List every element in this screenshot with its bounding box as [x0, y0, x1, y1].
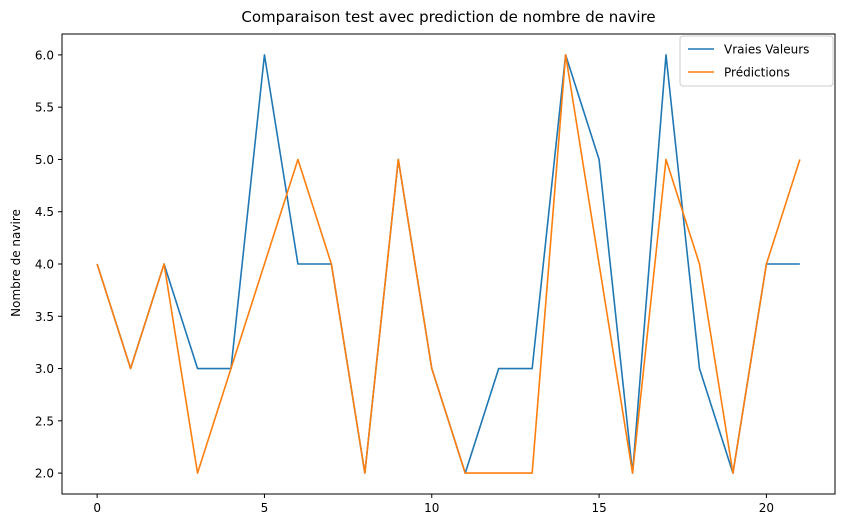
x-tick-label: 15	[591, 501, 606, 515]
y-tick-label: 4.5	[35, 205, 54, 219]
x-tick-label: 0	[93, 501, 101, 515]
y-tick-label: 3.5	[35, 310, 54, 324]
y-tick-label: 6.0	[35, 48, 54, 62]
y-tick-label: 4.0	[35, 258, 54, 272]
y-tick-label: 2.0	[35, 467, 54, 481]
chart-title: Comparaison test avec prediction de nomb…	[241, 8, 655, 26]
series-layer	[96, 54, 801, 474]
x-tick-label: 10	[424, 501, 439, 515]
y-axis-label: Nombre de navire	[9, 209, 23, 317]
y-tick-label: 5.5	[35, 101, 54, 115]
legend: Vraies Valeurs Prédictions	[679, 35, 834, 87]
legend-label-predictions: Prédictions	[724, 66, 790, 80]
x-tick-label: 20	[759, 501, 774, 515]
x-tick-label: 5	[261, 501, 269, 515]
series-line-predictions	[96, 54, 801, 474]
y-tick-label: 2.5	[35, 414, 54, 428]
axes-layer: 0 5 10 15 20 2.0 2.5 3.0 3.5 4.0 4.5 5.0 5.5 6.0	[35, 33, 836, 515]
y-tick-label: 5.0	[35, 153, 54, 167]
y-tick-label: 3.0	[35, 362, 54, 376]
legend-label-vraies-valeurs: Vraies Valeurs	[724, 43, 809, 57]
legend-box	[679, 35, 834, 87]
